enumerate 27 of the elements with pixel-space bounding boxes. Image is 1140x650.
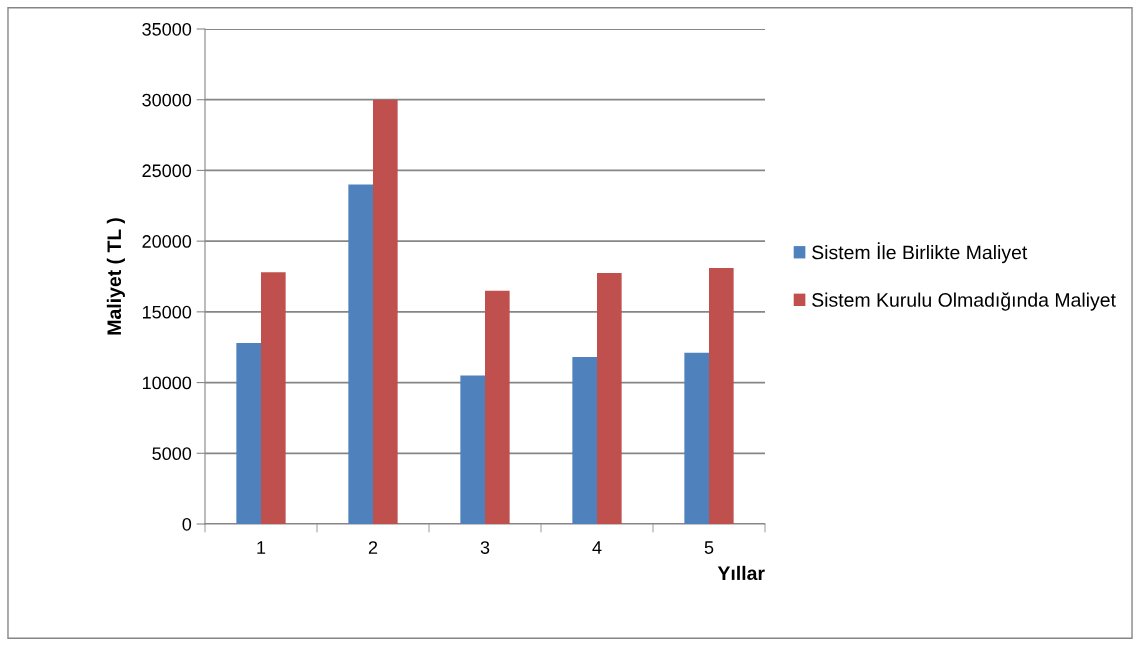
bar (572, 357, 597, 524)
bar (684, 352, 709, 524)
bar (373, 99, 398, 524)
y-tick-label: 35000 (142, 22, 192, 36)
x-tick-label: 5 (704, 541, 714, 554)
y-tick-label: 30000 (142, 93, 192, 107)
y-tick-label: 10000 (142, 376, 192, 390)
bar (709, 268, 734, 524)
bar (597, 272, 622, 524)
y-tick-label: 25000 (142, 164, 192, 178)
bar (460, 375, 485, 524)
x-tick-label: 4 (592, 541, 602, 554)
y-tick-label: 0 (182, 517, 192, 531)
x-axis-title: Yıllar (717, 565, 765, 581)
bar (261, 272, 286, 524)
bar (485, 290, 510, 524)
legend-label: Sistem İle Birlikte Maliyet (812, 242, 1028, 264)
x-tick-label: 2 (368, 541, 378, 554)
y-tick-label: 15000 (142, 305, 192, 319)
y-tick-label: 20000 (142, 235, 192, 248)
y-axis-title: Maliyet ( TL ) (106, 218, 125, 335)
bar (236, 342, 261, 524)
x-tick-label: 1 (257, 541, 266, 554)
x-tick-label: 3 (480, 541, 490, 554)
legend-label: Sistem Kurulu Olmadığında Maliyet (812, 292, 1116, 311)
bar (348, 184, 373, 524)
y-tick-label: 5000 (152, 447, 192, 461)
